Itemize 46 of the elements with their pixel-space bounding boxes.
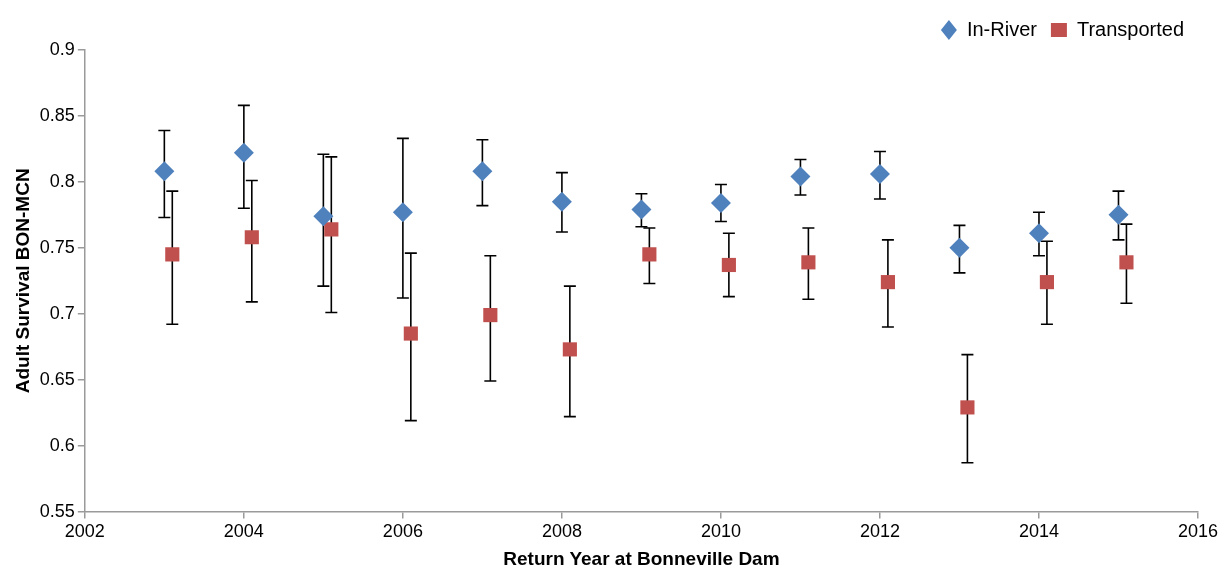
- y-tick-label: 0.55: [39, 500, 75, 521]
- point: [631, 199, 652, 220]
- y-tick-label: 0.8: [49, 170, 75, 191]
- point: [551, 191, 572, 212]
- x-tick-label: 2008: [541, 521, 582, 542]
- x-tick-label: 2002: [64, 521, 105, 542]
- x-axis-title: Return Year at Bonneville Dam: [503, 547, 780, 569]
- point: [165, 247, 180, 262]
- point: [324, 222, 339, 237]
- point: [642, 247, 657, 262]
- point: [721, 257, 736, 273]
- y-tick-label: 0.9: [49, 38, 75, 59]
- y-tick-label: 0.6: [49, 434, 75, 455]
- point: [801, 255, 816, 270]
- legend-label: In-River: [966, 17, 1038, 40]
- point: [790, 166, 811, 187]
- legend-label: Transported: [1076, 17, 1184, 40]
- point: [483, 308, 498, 323]
- y-axis-title: Adult Survival BON-MCN: [11, 168, 33, 394]
- point: [960, 400, 975, 415]
- point: [472, 161, 493, 182]
- point: [880, 275, 895, 290]
- point: [562, 342, 577, 357]
- point: [949, 237, 970, 258]
- y-tick-label: 0.75: [39, 236, 75, 257]
- x-tick-label: 2010: [700, 521, 741, 542]
- x-tick-label: 2012: [859, 521, 900, 542]
- point: [1039, 275, 1054, 290]
- x-tick-label: 2014: [1018, 521, 1059, 542]
- x-tick-label: 2016: [1177, 521, 1219, 542]
- point: [1108, 204, 1129, 225]
- point: [710, 192, 731, 213]
- x-tick-label: 2004: [223, 521, 264, 542]
- point: [244, 230, 259, 245]
- point: [233, 142, 254, 163]
- point: [869, 163, 890, 184]
- y-tick-label: 0.65: [39, 368, 75, 389]
- y-tick-label: 0.85: [39, 104, 75, 125]
- point: [1119, 255, 1134, 270]
- point: [403, 326, 418, 341]
- x-tick-label: 2006: [382, 521, 423, 542]
- y-tick-label: 0.7: [49, 302, 75, 323]
- point: [1028, 223, 1049, 244]
- point: [154, 161, 175, 182]
- point: [392, 202, 413, 223]
- point: [313, 206, 334, 227]
